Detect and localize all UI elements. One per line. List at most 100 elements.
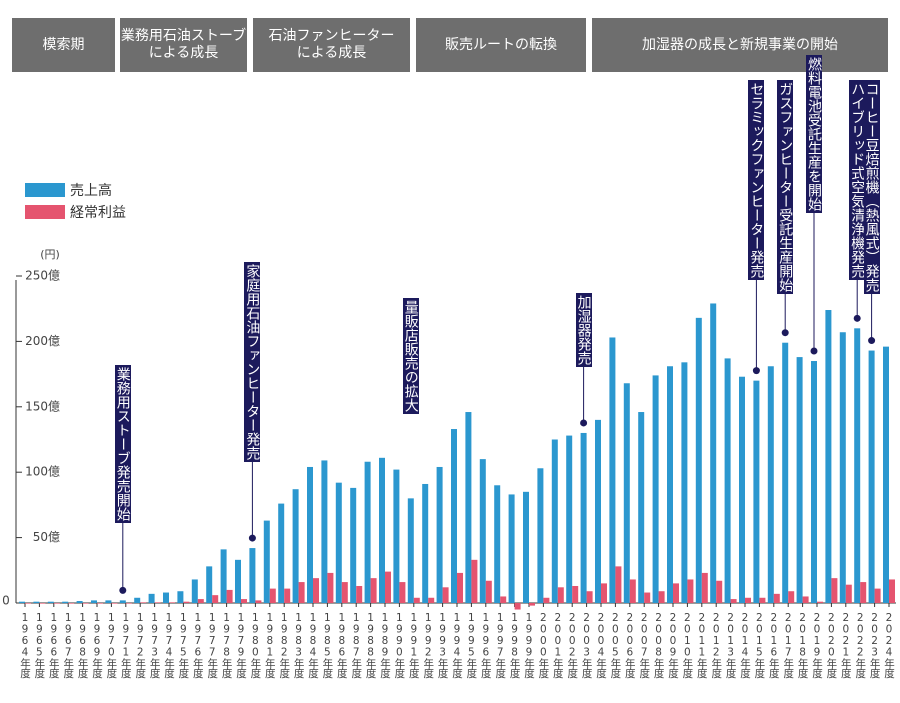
bar <box>422 483 429 603</box>
x-tick-label: 1966年度 <box>47 612 60 678</box>
bar <box>479 459 486 603</box>
bar <box>125 603 132 604</box>
era-header: 販売ルートの転換 <box>416 18 586 72</box>
era-header: 加湿器の成長と新規事業の開始 <box>592 18 888 72</box>
bar <box>169 602 175 603</box>
bar <box>773 593 780 603</box>
bar <box>500 596 507 603</box>
x-tick-label: 1987年度 <box>350 612 363 678</box>
bar <box>724 358 731 603</box>
bar <box>485 580 492 603</box>
bar <box>638 412 645 603</box>
bar <box>586 591 593 603</box>
bar <box>601 583 607 603</box>
x-tick-label: 1969年度 <box>91 612 103 678</box>
x-tick-label: 2012年度 <box>710 612 723 678</box>
bar <box>197 599 204 603</box>
bar <box>407 498 414 603</box>
x-tick-label: 2024年度 <box>883 612 895 678</box>
bar <box>845 584 852 603</box>
annotation-dot <box>248 534 256 542</box>
bar <box>413 597 420 603</box>
x-tick-label: 2017年度 <box>782 612 795 678</box>
bar <box>543 597 550 603</box>
x-tick-label: 1997年度 <box>494 612 507 678</box>
x-tick-label: 2011年度 <box>695 612 708 678</box>
bar <box>471 559 478 603</box>
bar <box>673 583 679 603</box>
bar <box>868 350 875 603</box>
bar <box>739 376 745 603</box>
bar <box>428 597 435 603</box>
bar <box>19 601 25 603</box>
x-tick-label: 1974年度 <box>163 612 175 678</box>
bar <box>313 578 319 603</box>
x-tick-label: 2019年度 <box>811 612 823 678</box>
bar <box>241 599 247 603</box>
x-tick-label: 2000年度 <box>537 612 550 678</box>
x-tick-label: 1976年度 <box>191 612 204 678</box>
bar <box>701 572 708 603</box>
bar <box>212 595 219 603</box>
bar <box>831 578 838 603</box>
annotation: 量販店販売の拡大 <box>402 298 419 414</box>
x-tick-label: 2023年度 <box>868 612 881 678</box>
x-tick-label: 1968年度 <box>76 612 89 678</box>
x-tick-label: 1982年度 <box>278 612 291 678</box>
bar <box>255 600 262 603</box>
x-tick-label: 1993年度 <box>436 612 449 678</box>
bar <box>753 380 760 603</box>
bar <box>235 559 241 603</box>
bar <box>514 603 521 610</box>
bar <box>817 601 823 603</box>
x-tick-label: 1994年度 <box>451 612 463 678</box>
x-tick-label: 1991年度 <box>407 612 420 678</box>
x-tick-label: 1990年度 <box>393 612 406 678</box>
x-tick-label: 1979年度 <box>235 612 247 678</box>
x-tick-label: 2008年度 <box>652 612 665 678</box>
bar <box>615 566 622 603</box>
annotation: セラミックファンヒーター発売 <box>748 80 765 280</box>
x-tick-label: 1989年度 <box>379 612 391 678</box>
annotation-dot <box>781 329 789 337</box>
bar <box>111 603 118 604</box>
bar <box>537 468 544 603</box>
era-header: 業務用石油ストーブ による成長 <box>120 18 247 72</box>
era-header: 石油ファンヒーター による成長 <box>253 18 410 72</box>
bar <box>183 601 190 603</box>
x-tick-label: 1983年度 <box>292 612 305 678</box>
bar <box>494 485 501 603</box>
bar <box>825 310 832 603</box>
x-tick-label: 2006年度 <box>623 612 636 678</box>
bar <box>292 489 299 603</box>
era-header: 模索期 <box>12 18 115 72</box>
y-tick-label: 200億 <box>25 334 60 348</box>
x-tick-label: 2003年度 <box>580 612 593 678</box>
bar <box>759 597 766 603</box>
bar <box>327 572 334 603</box>
bar <box>177 591 184 603</box>
bar <box>874 588 881 603</box>
x-tick-label: 1964年度 <box>19 612 31 678</box>
y-tick-label: 150億 <box>25 399 60 413</box>
bar <box>335 482 342 603</box>
bar <box>687 579 694 603</box>
bar <box>148 593 155 603</box>
annotation-dot <box>853 314 861 322</box>
bar <box>154 602 161 603</box>
bar <box>572 585 579 603</box>
bar <box>191 579 198 603</box>
bar <box>796 357 803 603</box>
x-tick-label: 1998年度 <box>508 612 521 678</box>
annotation-dot <box>580 419 588 427</box>
annotation: ハイブリッド式空気清浄機発売 <box>849 80 866 280</box>
bar <box>629 579 636 603</box>
bar <box>457 572 463 603</box>
bar <box>595 419 601 603</box>
bar <box>623 383 630 603</box>
x-tick-label: 2013年度 <box>724 612 737 678</box>
bar <box>76 601 83 603</box>
bar <box>811 361 817 603</box>
bar <box>854 328 861 603</box>
bar <box>465 412 472 603</box>
